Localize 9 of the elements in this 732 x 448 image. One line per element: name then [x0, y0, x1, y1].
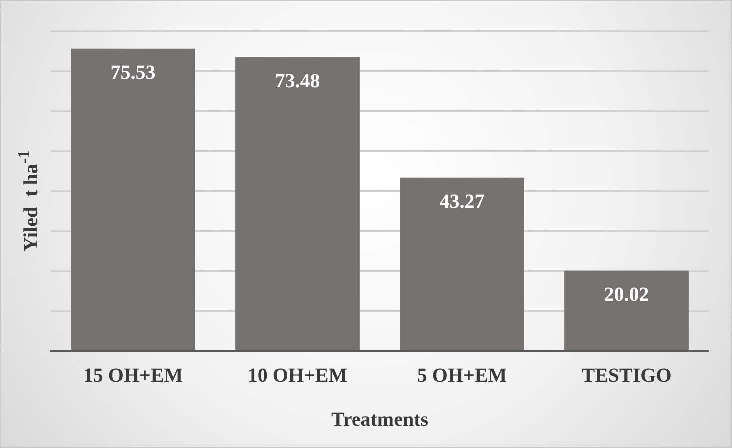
- x-tick-label: 5 OH+EM: [417, 365, 508, 388]
- x-axis-title: Treatments: [331, 409, 429, 432]
- x-tick-label: TESTIGO: [582, 365, 672, 388]
- data-label: 43.27: [440, 191, 485, 214]
- x-tick-label: 15 OH+EM: [83, 365, 184, 388]
- data-label: 73.48: [275, 70, 320, 92]
- data-label: 75.53: [110, 62, 156, 84]
- data-label: 20.02: [604, 284, 650, 306]
- x-tick-label: 10 OH+EM: [248, 365, 348, 388]
